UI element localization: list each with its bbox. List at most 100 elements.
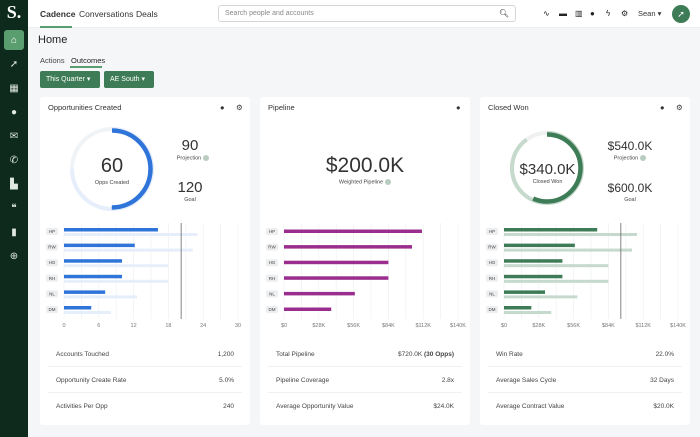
home-icon[interactable]: ⌂ <box>4 30 24 50</box>
stat-value-bold: (30 Opps) <box>424 351 454 358</box>
tab-conversations[interactable]: Conversations <box>79 9 134 19</box>
chevron-down-icon: ▾ <box>86 76 91 83</box>
crosshair-icon[interactable]: ⊕ <box>9 250 19 262</box>
x-tick-label: $28K <box>312 323 325 329</box>
top-bar: Cadence Conversations Deals Search peopl… <box>28 0 700 28</box>
activity-icon[interactable]: ∿ <box>543 9 550 18</box>
pipeline-bar-chart: $0 $28K $56K $84K $112K $140K HP RW HG RH NL DM <box>266 223 466 329</box>
bar-actual <box>64 274 122 279</box>
info-icon[interactable] <box>203 155 210 161</box>
team-filter-label: AE South <box>110 76 140 83</box>
category-badge <box>46 259 58 267</box>
person-icon[interactable]: ● <box>10 106 18 118</box>
chat-icon[interactable]: ▬ <box>559 9 567 18</box>
x-tick-label: 30 <box>235 323 241 329</box>
stat-value: 5.0% <box>219 377 234 384</box>
bar-actual <box>64 306 92 310</box>
phone-icon[interactable]: ✆ <box>9 154 19 166</box>
category-label: RH <box>49 276 56 281</box>
x-tick-label: $0 <box>281 323 287 329</box>
info-icon[interactable]: ● <box>220 103 225 112</box>
pipeline-card: Pipeline ● $200.0K Weighted Pipeline $0 $… <box>260 97 470 425</box>
tab-cadence[interactable]: Cadence <box>40 9 76 19</box>
building-icon[interactable]: ▦ <box>9 82 19 94</box>
info-icon[interactable]: ● <box>660 103 665 112</box>
bar-chart-icon[interactable]: ▮ <box>11 226 17 238</box>
mail-icon[interactable]: ✉ <box>9 130 19 142</box>
stat-row: Average Opportunity Value $24.0K <box>268 393 462 419</box>
bar-actual <box>64 259 122 263</box>
info-icon[interactable] <box>385 179 392 185</box>
stat-label: Win Rate <box>496 351 523 358</box>
bar-value <box>284 276 389 280</box>
bar-actual <box>504 306 532 310</box>
subtab-actions[interactable]: Actions <box>40 56 65 65</box>
projection-label: Projection <box>613 155 639 162</box>
settings-icon[interactable]: ⚙ <box>676 103 683 112</box>
card-title: Closed Won <box>488 103 529 112</box>
chevron-down-icon: ▾ <box>657 9 662 18</box>
rocket-avatar-icon[interactable]: ➚ <box>672 5 690 23</box>
active-tab-indicator <box>40 26 72 28</box>
category-badge <box>266 274 278 282</box>
projection-label: Projection <box>176 155 202 162</box>
help-icon[interactable]: ● <box>590 9 595 18</box>
period-filter[interactable]: This Quarter ▾ <box>40 71 100 88</box>
logo: S. <box>6 2 22 22</box>
x-tick-label: $140K <box>670 323 686 329</box>
rocket-icon[interactable]: ➚ <box>9 58 19 70</box>
team-filter[interactable]: AE South ▾ <box>104 71 154 88</box>
stat-value-text: 5.0% <box>219 377 234 384</box>
tab-deals[interactable]: Deals <box>136 9 158 19</box>
info-icon[interactable]: ● <box>456 103 461 112</box>
category-badge <box>486 274 498 282</box>
document-icon[interactable]: ▙ <box>10 178 18 190</box>
ring-value-arc <box>71 128 153 210</box>
category-label: RW <box>48 245 56 250</box>
x-tick-label: $84K <box>602 323 615 329</box>
x-tick-label: $112K <box>415 323 431 329</box>
subtab-outcomes[interactable]: Outcomes <box>71 56 106 65</box>
search-input[interactable]: Search people and accounts 🔍︎ <box>218 5 516 22</box>
user-menu[interactable]: Sean ▾ <box>638 9 661 18</box>
stat-value: $24.0K <box>433 403 454 410</box>
search-placeholder: Search people and accounts <box>225 10 314 17</box>
closed-won-bar-chart: $0 $28K $56K $84K $112K $140K HP RW HG RH NL DM <box>486 223 686 329</box>
stat-row: Pipeline Coverage 2.8x <box>268 367 462 393</box>
calendar-icon[interactable]: ▥ <box>575 9 583 18</box>
stat-label: Average Sales Cycle <box>496 377 557 384</box>
stat-row: Opportunity Create Rate 5.0% <box>48 367 242 393</box>
x-tick-label: $84K <box>382 323 395 329</box>
stat-value: 32 Days <box>650 377 674 384</box>
info-icon[interactable] <box>640 155 647 161</box>
bolt-icon[interactable]: ϟ <box>606 9 611 18</box>
category-label: DM <box>49 307 56 312</box>
closed-won-ring <box>510 131 584 205</box>
bar-projection <box>504 279 609 283</box>
stat-value-text: 2.8x <box>441 377 454 384</box>
bar-projection <box>64 295 138 299</box>
active-subtab-indicator <box>70 66 102 68</box>
bar-value <box>284 245 413 249</box>
category-label: RH <box>489 276 496 281</box>
opps-created-label: Opps Created <box>94 180 130 186</box>
settings-icon[interactable]: ⚙ <box>236 103 243 112</box>
bar-projection <box>504 233 637 236</box>
search-icon[interactable]: 🔍︎ <box>498 9 509 18</box>
x-tick-label: 12 <box>131 323 137 329</box>
category-badge <box>266 259 278 267</box>
quote-icon[interactable]: ❝ <box>11 202 17 214</box>
bar-actual <box>504 259 563 263</box>
category-badge <box>266 306 278 313</box>
x-tick-label: $112K <box>635 323 651 329</box>
category-badge <box>486 228 498 235</box>
category-badge <box>46 243 58 251</box>
stat-value-text: 1,200 <box>217 351 234 358</box>
category-label: HG <box>269 260 276 265</box>
stat-label: Pipeline Coverage <box>276 377 330 384</box>
x-tick-label: $140K <box>450 323 466 329</box>
stat-row: Total Pipeline $720.0K (30 Opps) <box>268 341 462 367</box>
closed-won-label: Closed Won <box>532 179 563 185</box>
settings-icon[interactable]: ⚙ <box>621 9 629 18</box>
stat-value-text: 240 <box>223 403 234 410</box>
